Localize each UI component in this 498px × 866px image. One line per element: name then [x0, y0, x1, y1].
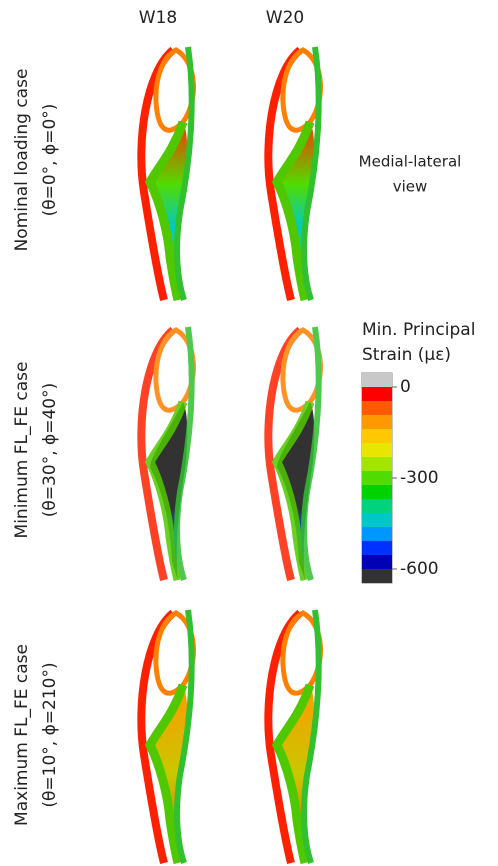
colorbar-segment [362, 471, 392, 485]
colorbar-segment [362, 457, 392, 471]
colorbar-segment [362, 541, 392, 555]
row-title: Maximum FL_FE case [12, 644, 32, 826]
colorbar-tick-label: -600 [400, 559, 439, 579]
colorbar-segment [362, 527, 392, 541]
colorbar-segment [362, 387, 392, 401]
view-label: view [393, 178, 428, 196]
row-angles: (θ=10°, ϕ=210°) [40, 662, 60, 807]
row-title: Nominal loading case [12, 69, 32, 252]
bone-plot [268, 47, 320, 300]
legend-title: Min. Principal [362, 320, 475, 340]
colorbar-tick-label: 0 [400, 377, 411, 397]
row-title: Minimum FL_FE case [12, 362, 32, 539]
legend-title: Strain (με) [362, 345, 451, 365]
bone-plot [268, 610, 320, 863]
bone-plot [268, 327, 320, 580]
colorbar-segment [362, 555, 392, 569]
colorbar-segment [362, 569, 392, 583]
view-label: Medial-lateral [359, 153, 462, 171]
colorbar-segment [362, 485, 392, 499]
colorbar-segment [362, 401, 392, 415]
bone-plot [141, 47, 193, 300]
colorbar-segment [362, 513, 392, 527]
row-angles: (θ=0°, ϕ=0°) [40, 104, 60, 217]
bone-plot [141, 327, 193, 580]
row-angles: (θ=30°, ϕ=40°) [40, 383, 60, 517]
strain-plots [141, 47, 320, 863]
bone-plot [141, 610, 193, 863]
colorbar-segment [362, 429, 392, 443]
colorbar-segment [362, 373, 392, 387]
column-header: W18 [139, 8, 177, 28]
colorbar-segment [362, 499, 392, 513]
colorbar-segment [362, 415, 392, 429]
colorbar-segment [362, 443, 392, 457]
colorbar-tick-label: -300 [400, 468, 439, 488]
column-header: W20 [266, 8, 304, 28]
